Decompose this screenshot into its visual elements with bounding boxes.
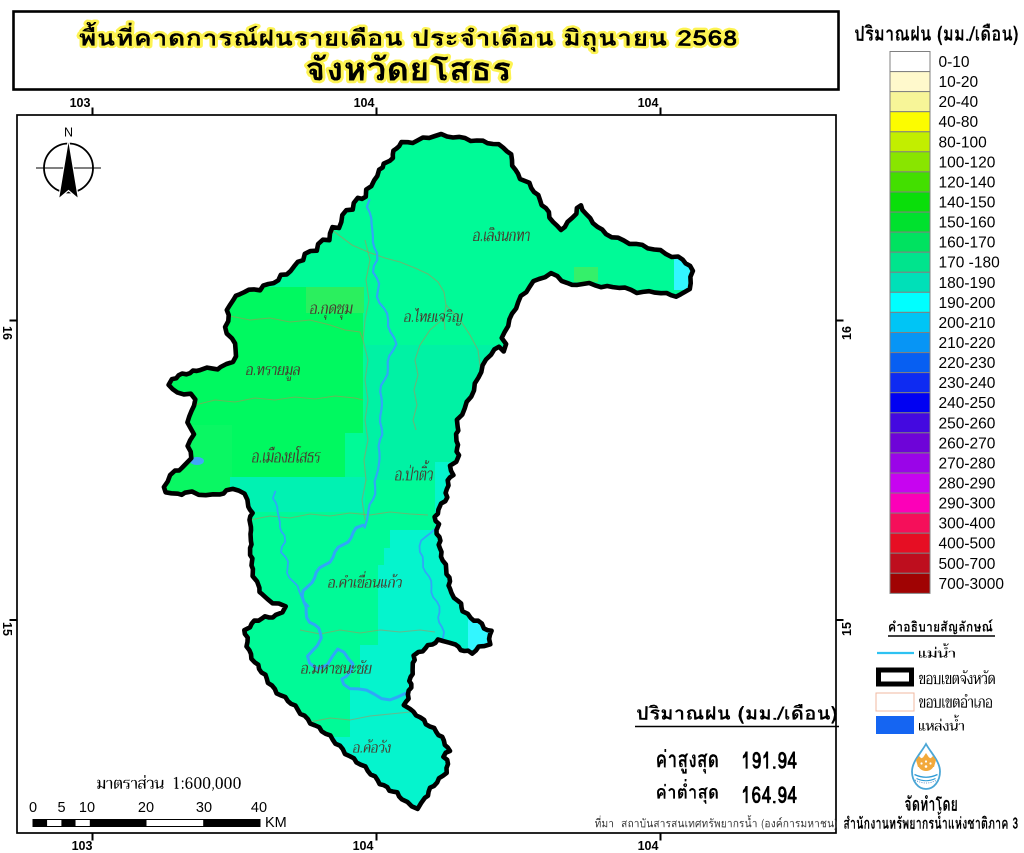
svg-text:103: 103	[70, 96, 91, 110]
svg-text:KM: KM	[265, 815, 287, 831]
svg-text:170 -180: 170 -180	[939, 255, 1001, 272]
svg-text:150-160: 150-160	[939, 215, 996, 232]
svg-text:230-240: 230-240	[939, 375, 996, 392]
svg-text:5: 5	[57, 800, 65, 816]
svg-text:80-100: 80-100	[939, 134, 988, 151]
svg-text:104: 104	[353, 839, 374, 853]
svg-text:104: 104	[638, 839, 659, 853]
svg-text:10: 10	[79, 800, 95, 816]
svg-text:700-3000: 700-3000	[939, 576, 1005, 593]
svg-text:120-140: 120-140	[939, 175, 996, 192]
svg-text:16: 16	[840, 326, 854, 340]
svg-text:20: 20	[138, 800, 154, 816]
svg-text:100-120: 100-120	[939, 154, 996, 171]
svg-text:160-170: 160-170	[939, 235, 996, 252]
svg-text:40: 40	[251, 800, 267, 816]
svg-text:15: 15	[840, 622, 854, 636]
svg-text:290-300: 290-300	[939, 496, 996, 513]
svg-text:300-400: 300-400	[939, 516, 996, 533]
svg-text:210-220: 210-220	[939, 335, 996, 352]
svg-text:270-280: 270-280	[939, 455, 996, 472]
svg-text:40-80: 40-80	[939, 114, 979, 131]
svg-text:15: 15	[0, 622, 14, 636]
svg-text:240-250: 240-250	[939, 395, 996, 412]
svg-text:200-210: 200-210	[939, 315, 996, 332]
svg-text:103: 103	[72, 839, 93, 853]
svg-text:10-20: 10-20	[939, 74, 979, 91]
svg-text:104: 104	[638, 96, 659, 110]
svg-text:20-40: 20-40	[939, 94, 979, 111]
svg-text:400-500: 400-500	[939, 536, 996, 553]
svg-text:104: 104	[354, 96, 375, 110]
svg-text:N: N	[64, 126, 73, 140]
svg-text:190-200: 190-200	[939, 295, 996, 312]
svg-text:280-290: 280-290	[939, 476, 996, 493]
svg-text:180-190: 180-190	[939, 275, 996, 292]
svg-text:220-230: 220-230	[939, 355, 996, 372]
svg-text:140-150: 140-150	[939, 195, 996, 212]
svg-text:0: 0	[29, 800, 37, 816]
svg-text:30: 30	[196, 800, 212, 816]
svg-text:0-10: 0-10	[939, 54, 970, 71]
svg-text:16: 16	[0, 326, 14, 340]
svg-text:260-270: 260-270	[939, 435, 996, 452]
svg-text:250-260: 250-260	[939, 415, 996, 432]
svg-text:500-700: 500-700	[939, 556, 996, 573]
